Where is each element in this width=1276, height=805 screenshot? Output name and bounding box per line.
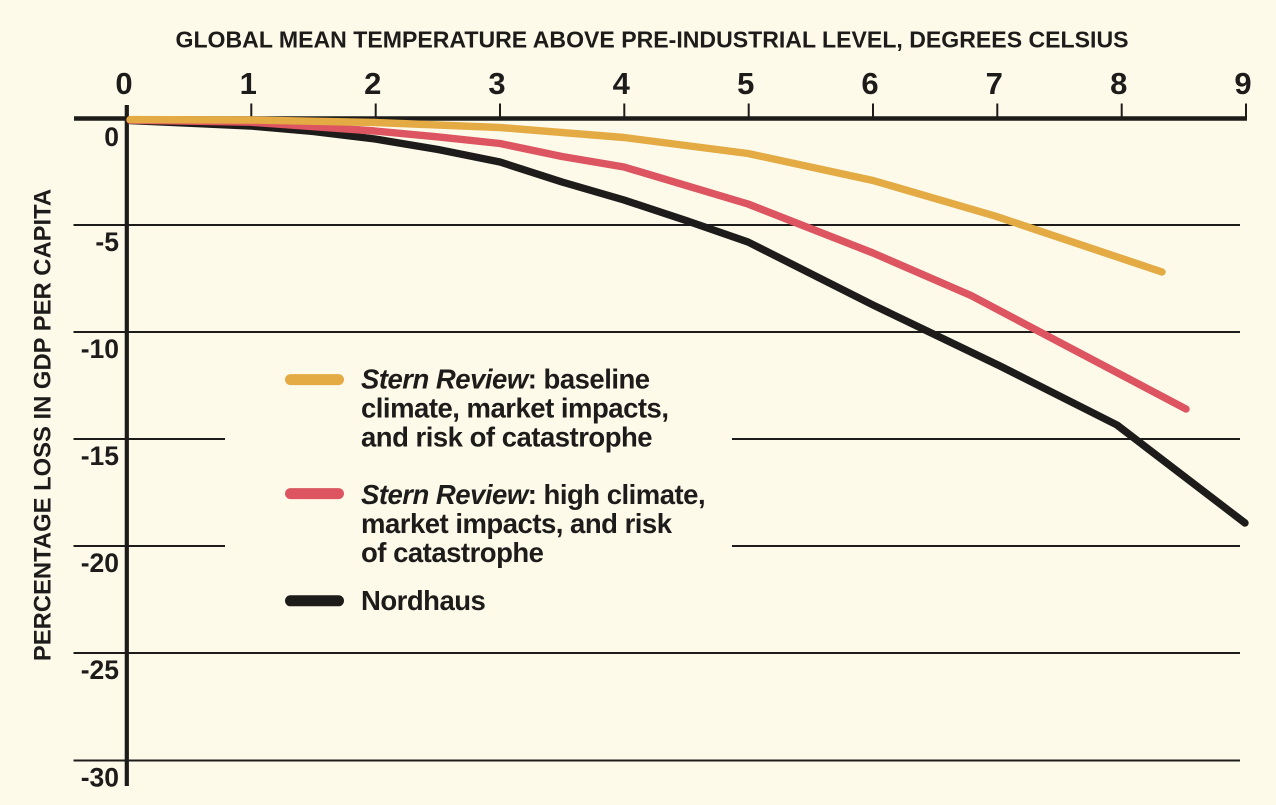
svg-text:3: 3 (488, 66, 505, 101)
svg-text:PERCENTAGE LOSS IN GDP PER CAP: PERCENTAGE LOSS IN GDP PER CAPITA (30, 189, 57, 661)
svg-text:0: 0 (115, 66, 132, 101)
svg-text:7: 7 (986, 66, 1003, 101)
svg-text:climate, market impacts,: climate, market impacts, (361, 393, 668, 424)
svg-text:of catastrophe: of catastrophe (361, 537, 544, 568)
svg-text:-30: -30 (81, 762, 119, 792)
svg-text:-10: -10 (81, 334, 119, 364)
svg-text:market impacts, and risk: market impacts, and risk (361, 508, 673, 539)
svg-text:2: 2 (364, 66, 381, 101)
svg-text:-5: -5 (95, 227, 119, 257)
svg-text:and risk of catastrophe: and risk of catastrophe (361, 422, 652, 453)
svg-text:6: 6 (861, 66, 878, 101)
svg-text:4: 4 (613, 66, 631, 101)
svg-text:-25: -25 (81, 655, 119, 685)
svg-text:Nordhaus: Nordhaus (361, 585, 486, 616)
svg-text:-15: -15 (81, 441, 119, 471)
svg-text:1: 1 (240, 66, 257, 101)
svg-text:GLOBAL MEAN TEMPERATURE ABOVE: GLOBAL MEAN TEMPERATURE ABOVE PRE-INDUST… (176, 26, 1129, 52)
svg-text:-20: -20 (81, 548, 119, 578)
svg-text:5: 5 (737, 66, 754, 101)
svg-text:Stern Review: high climate,: Stern Review: high climate, (361, 479, 705, 510)
svg-text:8: 8 (1110, 66, 1127, 101)
svg-text:0: 0 (104, 122, 119, 152)
svg-text:Stern Review: baseline: Stern Review: baseline (361, 364, 650, 395)
svg-text:9: 9 (1234, 66, 1251, 101)
